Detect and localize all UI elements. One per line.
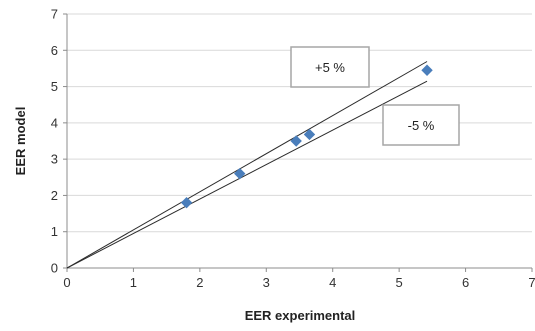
x-tick-label: 6 — [462, 275, 469, 290]
y-tick-label: 1 — [51, 224, 58, 239]
data-point — [234, 167, 246, 180]
y-tick-labels: 0 1 2 3 4 5 6 7 — [51, 7, 58, 276]
y-axis-title: EER model — [13, 107, 28, 176]
y-tick-label: 0 — [51, 261, 58, 276]
reference-lines — [66, 61, 428, 269]
annotations: +5 % -5 % — [290, 46, 460, 146]
data-point — [421, 64, 433, 76]
x-tick-labels: 0 1 2 3 4 5 6 7 — [63, 275, 535, 290]
data-point — [180, 196, 193, 209]
annotation-minus-5-label: -5 % — [408, 118, 435, 133]
x-tick-label: 3 — [263, 275, 270, 290]
x-tick-label: 5 — [396, 275, 403, 290]
reference-line-plus-5 — [66, 61, 428, 269]
x-tick-label: 2 — [196, 275, 203, 290]
y-tick-label: 3 — [51, 152, 58, 167]
y-tick-label: 6 — [51, 43, 58, 58]
y-tick-label: 7 — [51, 7, 58, 22]
y-tick-label: 4 — [51, 115, 58, 130]
y-tick-label: 5 — [51, 79, 58, 94]
axes — [63, 13, 533, 272]
x-tick-label: 1 — [130, 275, 137, 290]
x-axis-title: EER experimental — [245, 308, 356, 323]
data-point — [290, 135, 302, 147]
x-tick-label: 7 — [528, 275, 535, 290]
annotation-plus-5-box — [290, 46, 370, 88]
x-tick-label: 0 — [63, 275, 70, 290]
reference-line-minus-5 — [66, 80, 428, 269]
annotation-plus-5-label: +5 % — [315, 60, 345, 75]
x-tick-label: 4 — [329, 275, 336, 290]
y-tick-label: 2 — [51, 188, 58, 203]
annotation-minus-5-box — [382, 104, 460, 146]
data-point — [303, 128, 316, 141]
data-points — [180, 64, 433, 209]
